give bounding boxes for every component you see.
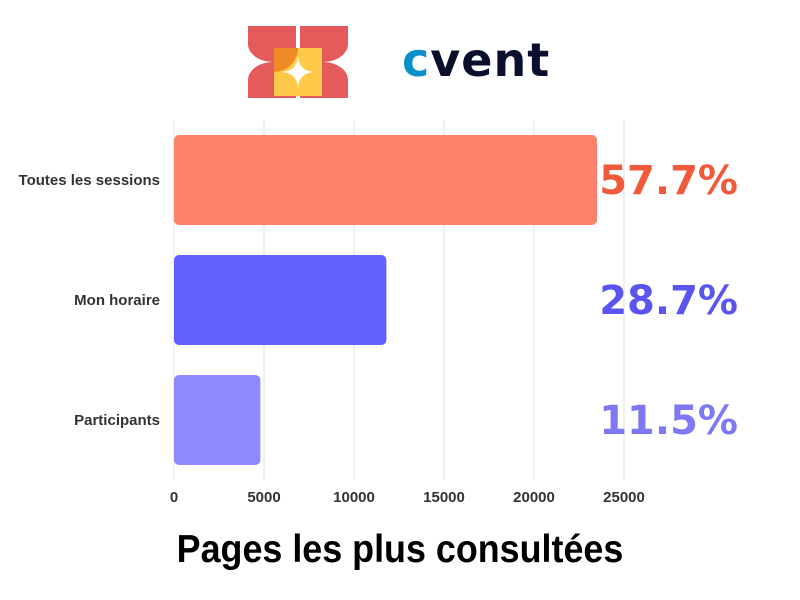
percent-label-1: 28.7% [599,278,738,324]
percent-label-0: 57.7% [599,158,738,204]
bar-chart: Toutes les sessions Mon horaire Participan… [19,120,738,506]
chart-title: Pages les plus consultées [176,528,624,571]
category-label-0: Toutes les sessions [19,172,160,189]
x-tick-label-1: 5000 [247,489,280,506]
percent-label-2: 11.5% [599,398,738,444]
bar-0 [174,135,597,225]
wordmark-prefix: c [402,33,431,87]
logo-area: cvent [0,0,800,110]
category-label-2: Participants [74,412,160,429]
category-label-1: Mon horaire [74,292,160,309]
x-tick-label-4: 20000 [513,489,555,506]
bar-1 [174,255,387,345]
wordmark-rest: vent [430,33,551,87]
bar-2 [174,375,261,465]
x-tick-label-5: 25000 [603,489,645,506]
cvent-wordmark: cvent [402,30,550,90]
geometric-flower-logo-icon [248,26,348,98]
x-tick-label-0: 0 [170,489,178,506]
x-tick-label-3: 15000 [423,489,465,506]
x-tick-label-2: 10000 [333,489,375,506]
